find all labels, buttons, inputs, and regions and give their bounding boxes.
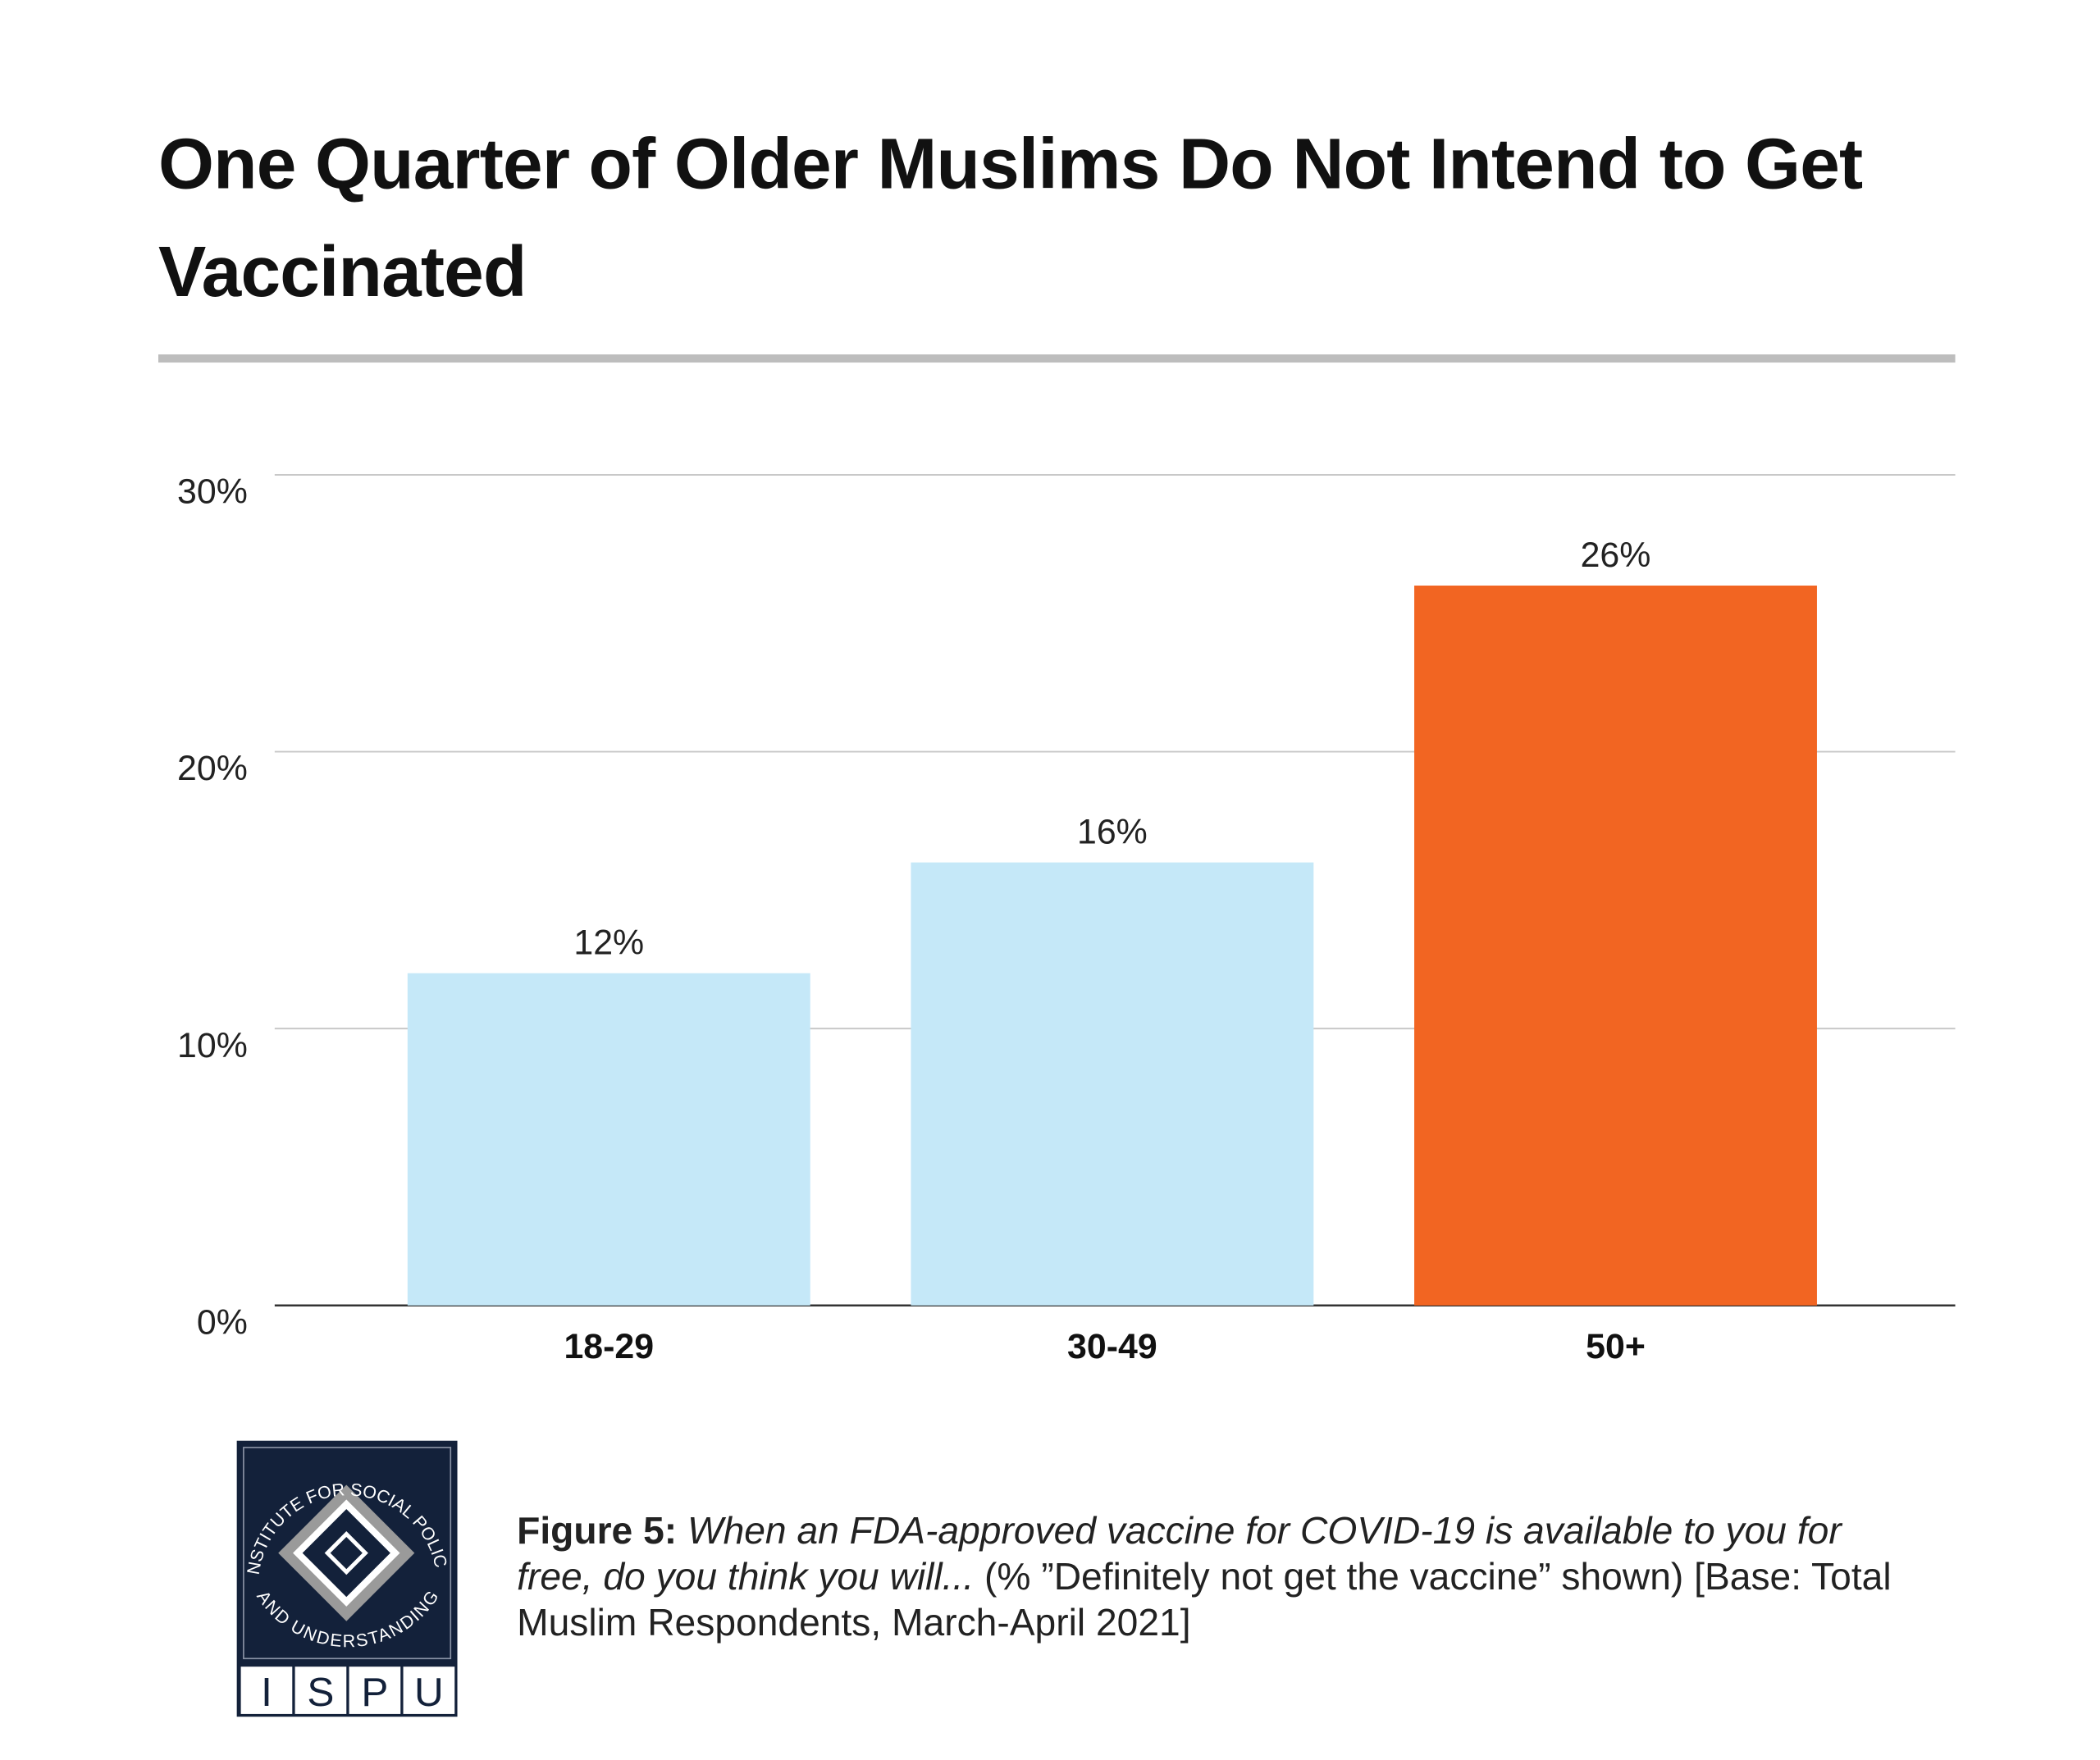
value-label: 26% bbox=[1581, 536, 1651, 575]
logo-letter-box bbox=[403, 1667, 455, 1714]
y-tick-label: 30% bbox=[177, 472, 248, 512]
value-label: 12% bbox=[573, 923, 644, 963]
logo-letter: U bbox=[414, 1670, 444, 1715]
caption: Figure 5: When an FDA-approved vaccine f… bbox=[517, 1508, 1924, 1646]
bar bbox=[407, 973, 810, 1306]
x-tick-label: 18-29 bbox=[564, 1327, 654, 1366]
y-tick-label: 20% bbox=[177, 749, 248, 788]
logo-letter-box bbox=[294, 1667, 347, 1714]
logo-letter: P bbox=[361, 1670, 388, 1715]
y-tick-label: 0% bbox=[197, 1302, 248, 1342]
x-tick-label: 30-49 bbox=[1067, 1327, 1157, 1366]
chart-title: One Quarter of Older Muslims Do Not Inte… bbox=[158, 124, 1863, 313]
logo: INSTITUTE FOR SOCIAL POLICY AND UNDERSTA… bbox=[0, 0, 458, 1717]
logo-diamond bbox=[293, 1499, 400, 1607]
logo-diamond bbox=[324, 1531, 368, 1575]
logo-frame bbox=[243, 1447, 452, 1660]
value-label: 16% bbox=[1077, 813, 1148, 852]
caption-note: (% ”Definitely not get the vaccine” show… bbox=[517, 1555, 1892, 1644]
logo-letter: I bbox=[261, 1670, 272, 1715]
logo-letter-box bbox=[349, 1667, 401, 1714]
y-tick-label: 10% bbox=[177, 1026, 248, 1065]
bar bbox=[911, 862, 1314, 1306]
x-tick-label: 50+ bbox=[1586, 1327, 1646, 1366]
bar bbox=[1414, 586, 1817, 1306]
caption-question: When an FDA-approved vaccine for COVID-1… bbox=[517, 1509, 1842, 1598]
title-rule bbox=[158, 354, 1956, 363]
logo-diamond bbox=[278, 1484, 415, 1621]
logo-letter: S bbox=[307, 1670, 334, 1715]
caption-label: Figure 5: bbox=[517, 1509, 678, 1552]
logo-letter-box bbox=[240, 1667, 293, 1714]
